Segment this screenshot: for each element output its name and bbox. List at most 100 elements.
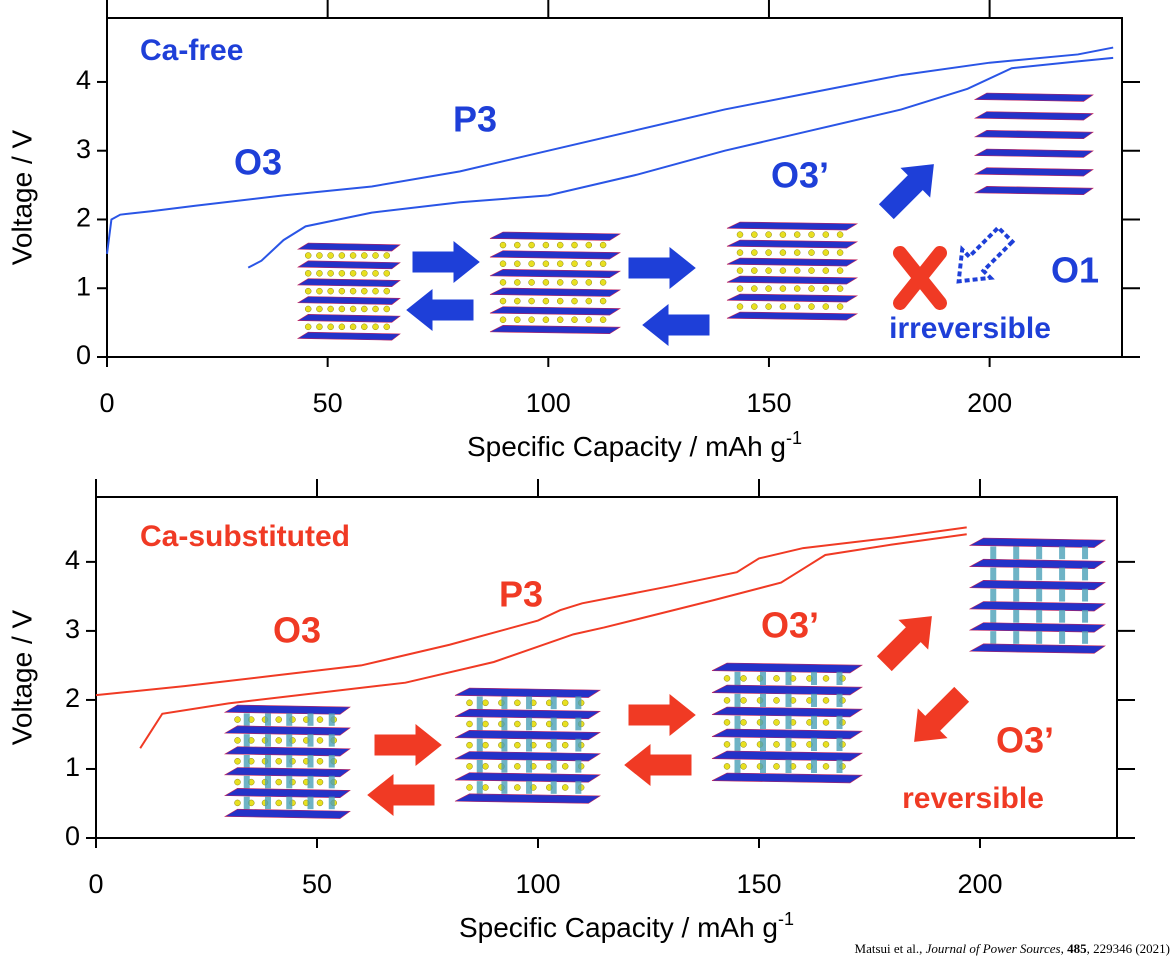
atom [499, 279, 507, 286]
layer-slab [711, 750, 863, 762]
pillar [575, 717, 582, 731]
pillar [836, 715, 843, 729]
annotation: O3 [234, 142, 282, 183]
atom [836, 249, 844, 256]
atom [822, 303, 830, 310]
pillar [243, 796, 250, 810]
atom [316, 305, 323, 313]
pillar [307, 796, 314, 810]
atom [338, 287, 346, 295]
pillar [501, 738, 508, 752]
atom [765, 267, 772, 274]
pillar [785, 715, 792, 729]
atom [338, 305, 346, 313]
arrow [878, 164, 934, 220]
atom [275, 778, 282, 786]
atom [327, 323, 334, 331]
layer-slab [454, 687, 602, 698]
pillar [550, 781, 557, 794]
pillar [575, 781, 582, 794]
pillar [286, 755, 293, 768]
atom [599, 279, 607, 286]
pillar [785, 759, 792, 773]
atom [316, 716, 324, 723]
layer-slab [711, 772, 863, 784]
x-tick-label: 200 [957, 869, 1002, 899]
atom [528, 260, 535, 267]
atom [514, 741, 521, 749]
atom [765, 303, 772, 310]
atom [822, 697, 830, 704]
atom [304, 305, 312, 313]
x-tick-label: 0 [99, 388, 114, 418]
pillar [307, 755, 314, 768]
layer-slab [968, 558, 1106, 569]
atom [736, 267, 744, 274]
atom [779, 231, 787, 238]
atom [779, 303, 787, 310]
y-tick-label: 2 [76, 203, 91, 233]
pillar [476, 738, 483, 752]
atom [316, 323, 323, 331]
atom [316, 799, 324, 807]
atom [822, 249, 830, 256]
layer-slab [726, 293, 859, 303]
pillar [734, 715, 741, 729]
y-axis-label: Voltage / V [6, 609, 37, 745]
pillar [328, 734, 335, 747]
pillar [760, 715, 766, 729]
atom [740, 763, 747, 770]
pillar [1059, 567, 1066, 581]
atom [349, 270, 357, 277]
annotation: O3’ [996, 720, 1054, 761]
layer-slab [973, 111, 1094, 121]
layer-slab [296, 296, 401, 305]
x-axis-label-main: Specific Capacity / mAh g [459, 912, 778, 943]
pillar [526, 781, 533, 794]
y-tick-label: 3 [76, 134, 91, 164]
layer-slab [223, 808, 351, 819]
pillar [734, 759, 741, 773]
layer-slab [296, 242, 401, 252]
atom [585, 260, 593, 267]
x-tick-label: 150 [746, 388, 791, 418]
atom [751, 249, 758, 256]
atom [514, 260, 521, 267]
x-tick-label: 200 [967, 388, 1012, 418]
atom [765, 285, 772, 292]
atom [383, 305, 390, 313]
layer-slab [296, 278, 401, 287]
atom [793, 285, 801, 292]
pillar [1013, 567, 1020, 581]
atom [585, 316, 593, 323]
pillar [575, 738, 582, 752]
atom [723, 697, 731, 704]
pillar [1013, 588, 1020, 602]
atom [561, 763, 569, 770]
atom [751, 231, 758, 238]
pillar [836, 671, 843, 685]
atom [349, 252, 357, 259]
atom [383, 323, 390, 331]
x-tick-label: 50 [302, 869, 332, 899]
pillar [1036, 588, 1043, 602]
atom [304, 252, 312, 259]
atom [499, 241, 507, 249]
crystal-structure [454, 687, 602, 804]
pillar [307, 713, 314, 726]
atom [372, 287, 379, 295]
layer-slab [726, 275, 859, 285]
pillar [243, 775, 250, 789]
pillar [550, 738, 557, 752]
pillar [501, 717, 508, 731]
atom [499, 316, 507, 323]
layer-slab [973, 130, 1094, 140]
atom [556, 316, 564, 323]
pillar [811, 715, 817, 729]
atom [499, 260, 507, 267]
citation-rest: , 229346 (2021) [1087, 941, 1170, 956]
atom [822, 741, 830, 748]
atom [466, 741, 473, 749]
pillar [760, 671, 766, 685]
